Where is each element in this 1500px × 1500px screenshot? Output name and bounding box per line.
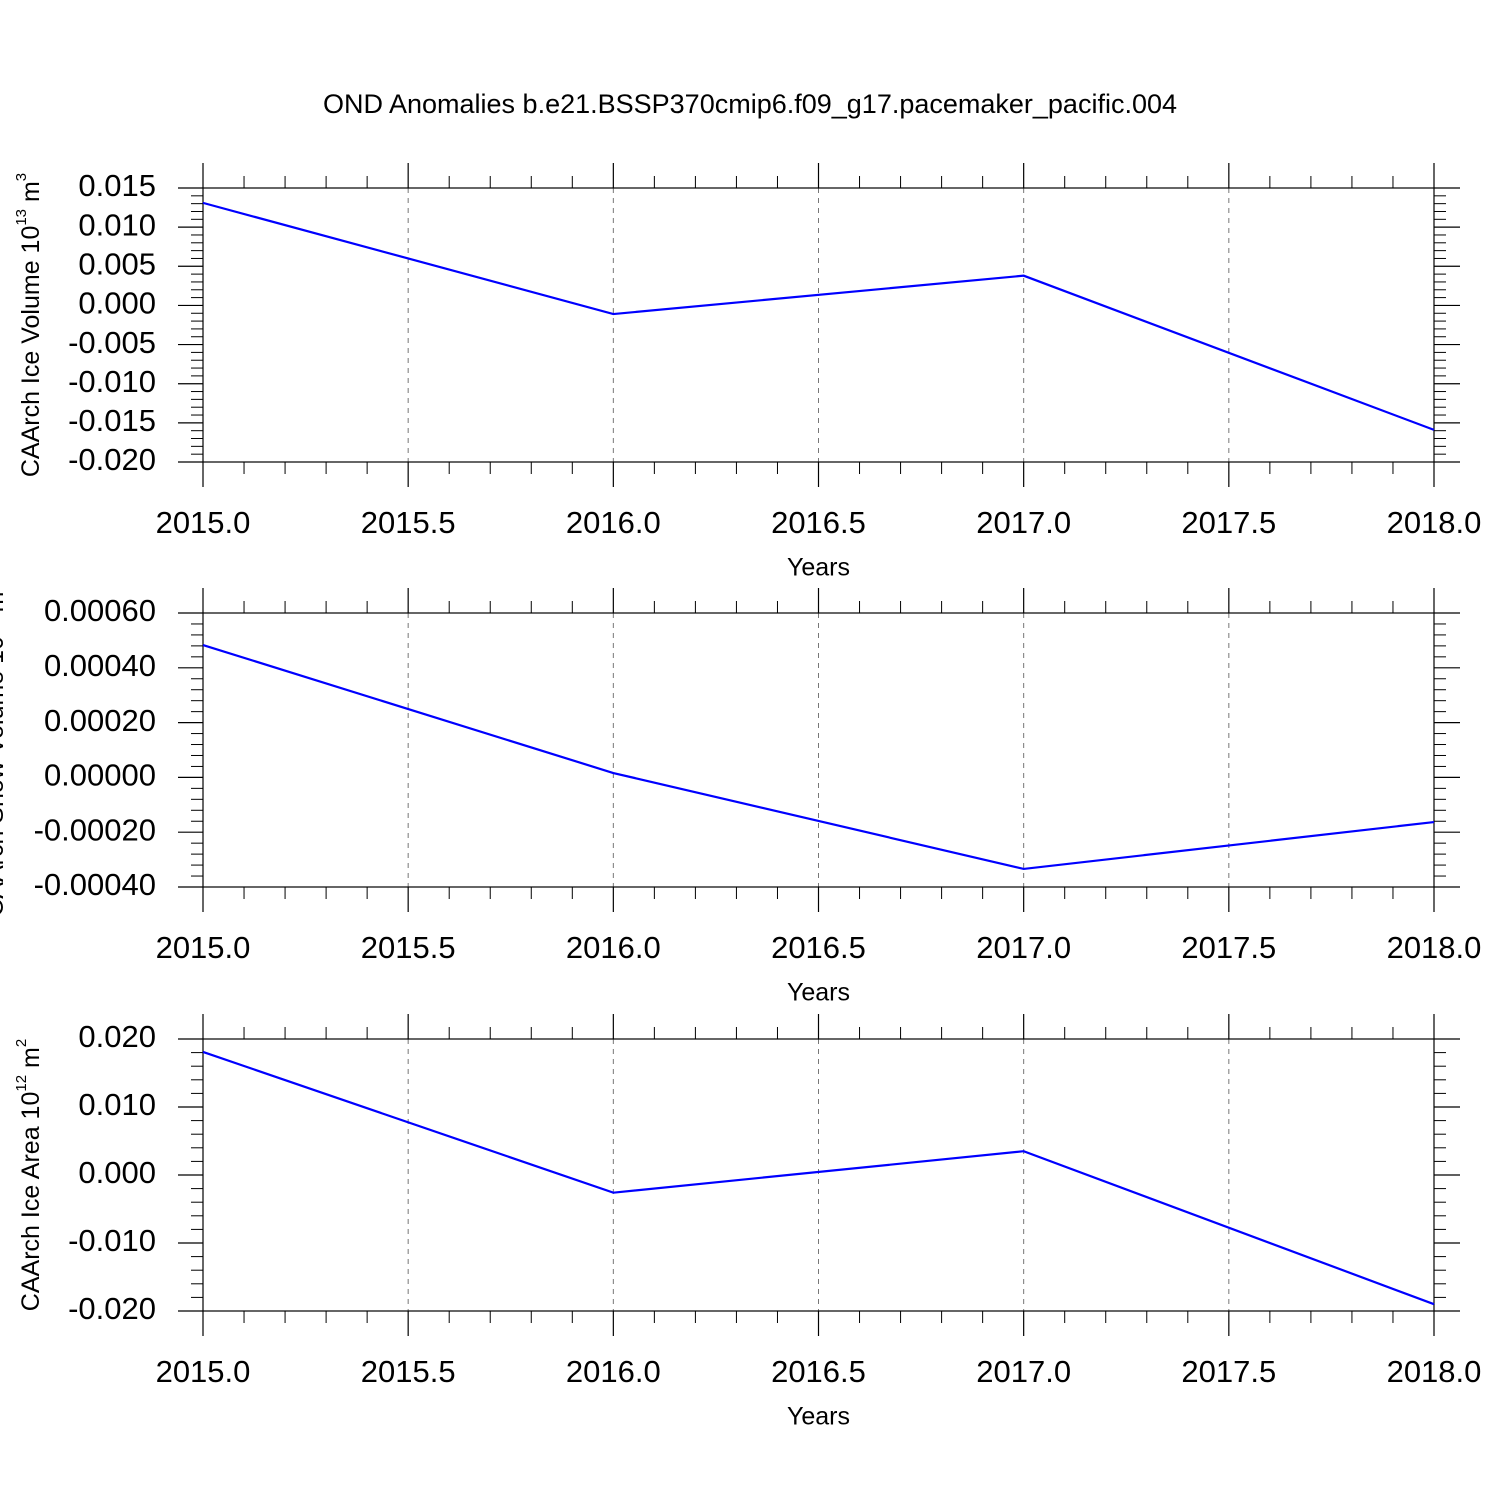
y-axis-label-unit: m <box>0 592 9 620</box>
y-axis-label: CAArch Ice Volume 1013 m3 <box>13 173 45 477</box>
x-axis-label: Years <box>787 1403 850 1431</box>
y-axis-label-unit-exponent: 3 <box>13 173 30 181</box>
y-tick-label: -0.010 <box>68 1223 156 1258</box>
x-tick-label: 2015.5 <box>361 930 456 965</box>
x-tick-label: 2016.5 <box>771 505 866 540</box>
x-tick-label: 2016.5 <box>771 1354 866 1389</box>
y-tick-label: 0.00000 <box>44 758 156 793</box>
y-tick-label: 0.000 <box>78 1155 156 1190</box>
x-tick-label: 2018.0 <box>1387 1354 1482 1389</box>
y-tick-label: 0.015 <box>78 168 156 203</box>
y-axis-label-text: CAArch Ice Volume 10 <box>17 226 45 478</box>
x-tick-label: 2016.0 <box>566 1354 661 1389</box>
y-axis-label: CAArch Ice Area 1012 m2 <box>13 1039 45 1311</box>
plot-frame <box>202 187 1435 463</box>
x-tick-label: 2017.0 <box>976 1354 1071 1389</box>
plot-frame <box>202 612 1435 888</box>
y-tick-label: 0.010 <box>78 207 156 242</box>
y-tick-label: -0.010 <box>68 364 156 399</box>
y-tick-label: 0.00040 <box>44 648 156 683</box>
y-axis-label-text: CAArch Ice Area 10 <box>17 1092 45 1312</box>
x-tick-label: 2017.5 <box>1181 1354 1276 1389</box>
y-tick-label: -0.020 <box>68 442 156 477</box>
x-tick-label: 2015.0 <box>156 505 251 540</box>
y-axis-label-unit: m <box>17 181 45 209</box>
x-tick-label: 2017.0 <box>976 505 1071 540</box>
y-axis-label-exponent: 13 <box>13 209 30 226</box>
y-tick-label: -0.015 <box>68 403 156 438</box>
x-tick-label: 2015.5 <box>361 1354 456 1389</box>
y-tick-label: -0.020 <box>68 1291 156 1326</box>
x-axis-label: Years <box>787 979 850 1007</box>
y-axis-label-unit-exponent: 2 <box>13 1039 30 1047</box>
y-tick-label: 0.010 <box>78 1087 156 1122</box>
chart-title: OND Anomalies b.e21.BSSP370cmip6.f09_g17… <box>323 89 1177 119</box>
y-tick-label: 0.000 <box>78 286 156 321</box>
x-tick-label: 2016.0 <box>566 930 661 965</box>
y-axis-label-exponent: 12 <box>13 1075 30 1092</box>
y-tick-label: -0.005 <box>68 325 156 360</box>
plot-frame <box>202 1038 1435 1312</box>
y-axis-label-text: CAArch Snow Volume 10 <box>0 636 9 917</box>
x-tick-label: 2016.5 <box>771 930 866 965</box>
data-line <box>202 644 1435 871</box>
y-tick-label: 0.00020 <box>44 703 156 738</box>
data-line <box>202 201 1435 431</box>
x-tick-label: 2017.5 <box>1181 930 1276 965</box>
y-tick-label: 0.005 <box>78 246 156 281</box>
x-axis-label: Years <box>787 554 850 582</box>
x-tick-label: 2017.0 <box>976 930 1071 965</box>
y-tick-label: 0.020 <box>78 1019 156 1054</box>
y-axis-label-unit: m <box>17 1047 45 1075</box>
y-tick-label: 0.00060 <box>44 593 156 628</box>
data-line <box>202 1050 1435 1306</box>
x-tick-label: 2015.5 <box>361 505 456 540</box>
x-tick-label: 2018.0 <box>1387 930 1482 965</box>
x-tick-label: 2018.0 <box>1387 505 1482 540</box>
x-tick-label: 2015.0 <box>156 1354 251 1389</box>
x-tick-label: 2017.5 <box>1181 505 1276 540</box>
y-tick-label: -0.00040 <box>34 867 156 902</box>
x-tick-label: 2016.0 <box>566 505 661 540</box>
x-tick-label: 2015.0 <box>156 930 251 965</box>
y-axis-label: CAArch Snow Volume 1013 m3 <box>0 583 9 917</box>
y-tick-label: -0.00020 <box>34 812 156 847</box>
